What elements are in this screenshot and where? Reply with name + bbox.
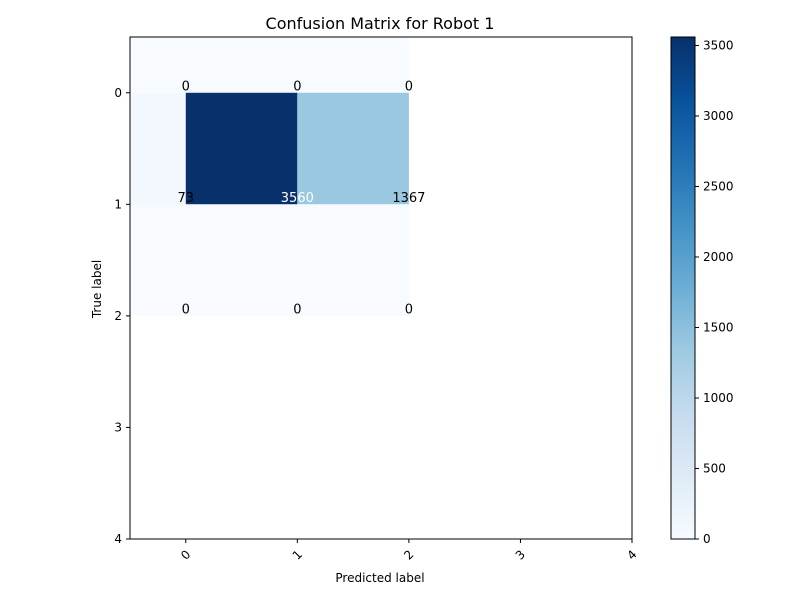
- chart-title: Confusion Matrix for Robot 1: [266, 14, 495, 33]
- colorbar-ticks: 0 500 1000 1500 2000 2500 3000 3500: [695, 38, 734, 546]
- y-axis-label: True label: [90, 260, 104, 319]
- colorbar: [670, 36, 696, 540]
- x-tick-label-2: 2: [401, 547, 416, 562]
- colorbar-tick-label-5: 2500: [703, 179, 734, 193]
- heatmap-cell-2-2: [297, 204, 409, 316]
- colorbar-tick-label-3: 1500: [703, 320, 734, 334]
- plot-frame: [129, 36, 633, 540]
- heatmap-cell-0-0: [130, 37, 186, 93]
- x-tick-label-3: 3: [513, 547, 528, 562]
- colorbar-tick-label-1: 500: [703, 461, 726, 475]
- cell-value-2-0: 0: [182, 302, 190, 317]
- x-tick-label-4: 4: [624, 547, 639, 562]
- cell-value-0-1: 0: [293, 79, 301, 94]
- colorbar-tick-label-2: 1000: [703, 391, 734, 405]
- y-tick-label-1: 1: [114, 197, 122, 211]
- heatmap-cells: [130, 37, 409, 316]
- x-tick-label-0: 0: [178, 547, 193, 562]
- heatmap-cell-2-1: [185, 204, 298, 316]
- x-axis-ticks: 0 1 2 3 4: [178, 539, 640, 563]
- x-tick-label-1: 1: [290, 547, 305, 562]
- y-tick-label-0: 0: [114, 86, 122, 100]
- colorbar-tick-label-0: 0: [703, 532, 711, 546]
- cell-value-0-2: 0: [405, 79, 413, 94]
- cell-value-1-2: 1367: [392, 191, 425, 206]
- y-tick-label-3: 3: [114, 420, 122, 434]
- heatmap-cell-1-2: [297, 92, 409, 205]
- heatmap-cell-labels: 0 0 0 73 3560 1367 0 0 0: [178, 79, 426, 317]
- heatmap-cell-0-1: [185, 37, 298, 93]
- cell-value-2-2: 0: [405, 302, 413, 317]
- cell-value-0-0: 0: [182, 79, 190, 94]
- y-tick-label-4: 4: [114, 532, 122, 546]
- heatmap-cell-1-1: [185, 92, 298, 205]
- cell-value-1-0: 73: [178, 191, 195, 206]
- colorbar-tick-label-4: 2000: [703, 250, 734, 264]
- heatmap-cell-2-0: [130, 204, 186, 316]
- heatmap-cell-0-2: [297, 37, 409, 93]
- y-axis-ticks: 0 1 2 3 4: [114, 86, 130, 546]
- cell-value-2-1: 0: [293, 302, 301, 317]
- colorbar-tick-label-6: 3000: [703, 109, 734, 123]
- colorbar-tick-label-7: 3500: [703, 38, 734, 52]
- cell-value-1-1: 3560: [281, 191, 314, 206]
- heatmap-cell-1-0: [130, 92, 186, 205]
- y-tick-label-2: 2: [114, 309, 122, 323]
- x-axis-label: Predicted label: [335, 571, 424, 585]
